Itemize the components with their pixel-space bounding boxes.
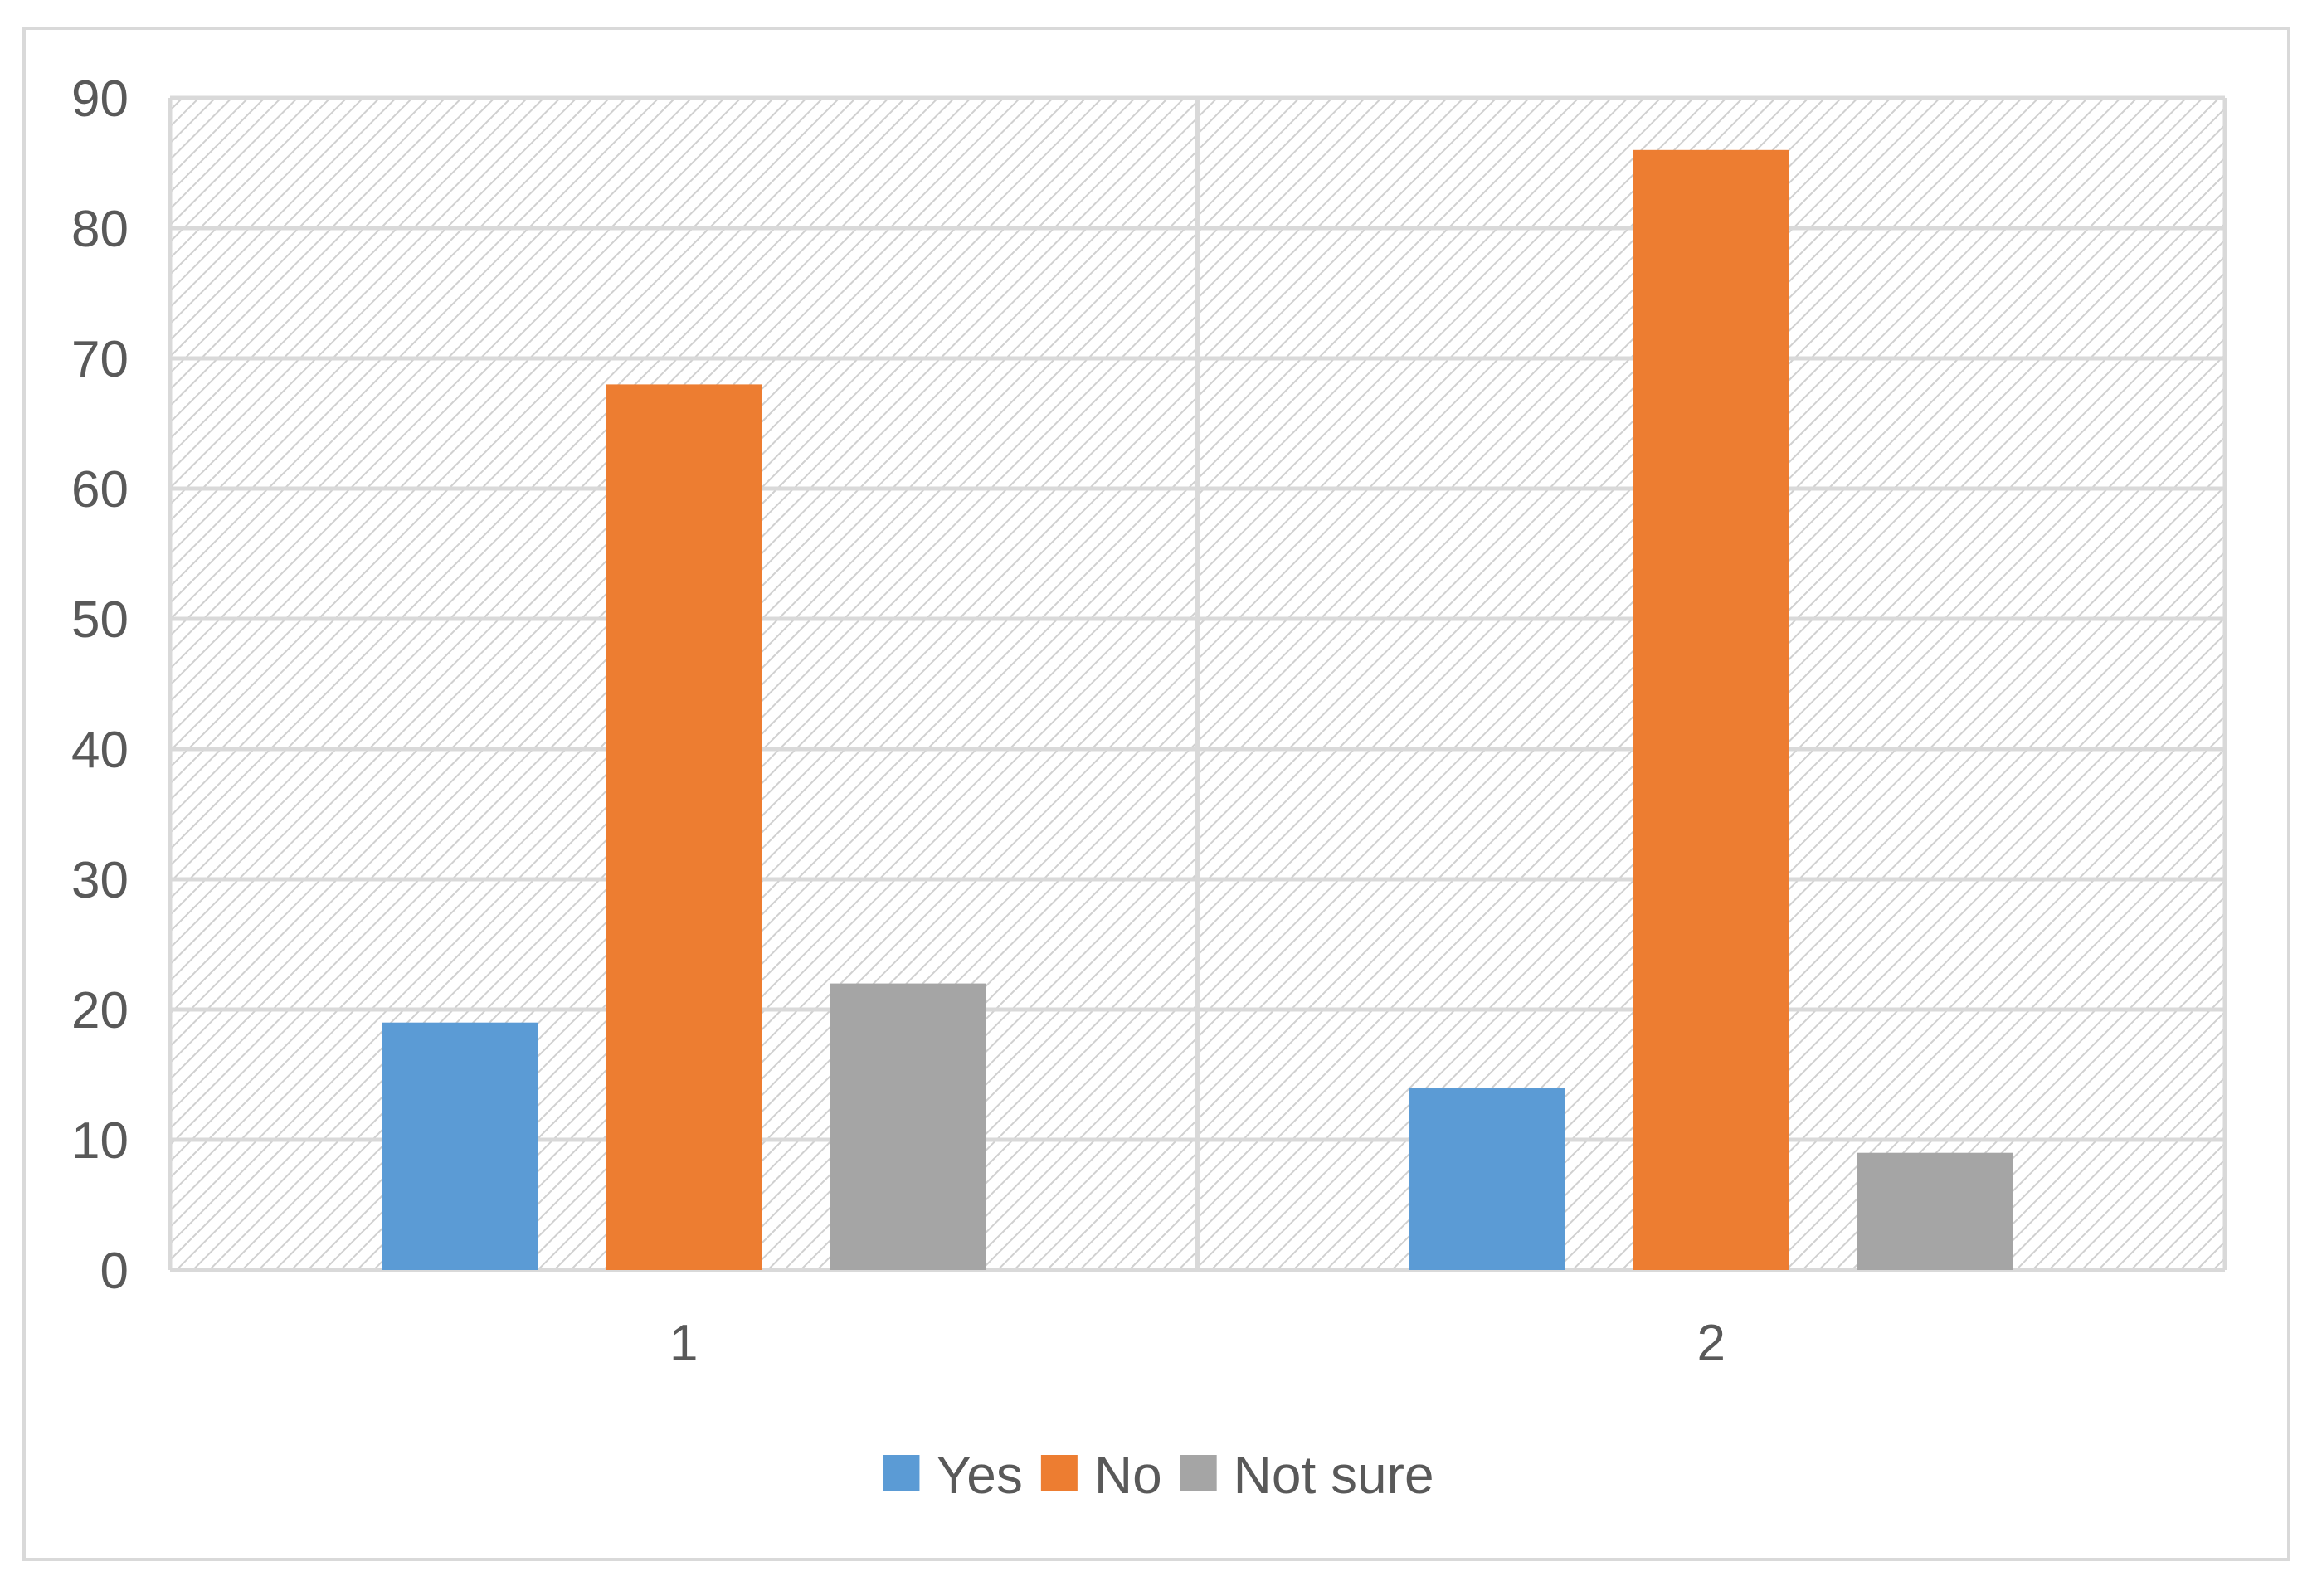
y-tick-label: 20	[71, 982, 129, 1039]
legend: Yes No Not sure	[883, 1445, 1434, 1505]
y-tick-label: 0	[100, 1243, 129, 1300]
legend-label: Not sure	[1234, 1445, 1434, 1505]
legend-swatch-yes	[883, 1455, 920, 1491]
bar-yes-2	[1409, 1088, 1565, 1270]
legend-swatch-not-sure	[1180, 1455, 1217, 1491]
bar-no-1	[606, 384, 762, 1270]
x-category-label: 1	[669, 1315, 698, 1372]
legend-label: No	[1094, 1445, 1162, 1505]
legend-label: Yes	[936, 1445, 1022, 1505]
y-tick-label: 50	[71, 591, 129, 649]
bars	[382, 149, 2013, 1270]
bar-yes-1	[382, 1022, 538, 1270]
legend-swatch-no	[1040, 1455, 1078, 1491]
y-tick-label: 60	[71, 461, 129, 518]
bar-not-sure-1	[830, 983, 986, 1270]
x-category-label: 2	[1697, 1315, 1726, 1372]
y-tick-label: 30	[71, 852, 129, 909]
y-tick-label: 40	[71, 722, 129, 779]
bar-not-sure-2	[1857, 1152, 2013, 1270]
y-axis-ticks: 0 10 20 30 40 50 60 70 80 90	[71, 71, 129, 1300]
y-tick-label: 90	[71, 71, 129, 128]
gridlines	[168, 95, 2227, 1272]
y-tick-label: 10	[71, 1112, 129, 1170]
bar-no-2	[1633, 149, 1789, 1270]
y-tick-label: 80	[71, 201, 129, 258]
y-tick-label: 70	[71, 331, 129, 388]
